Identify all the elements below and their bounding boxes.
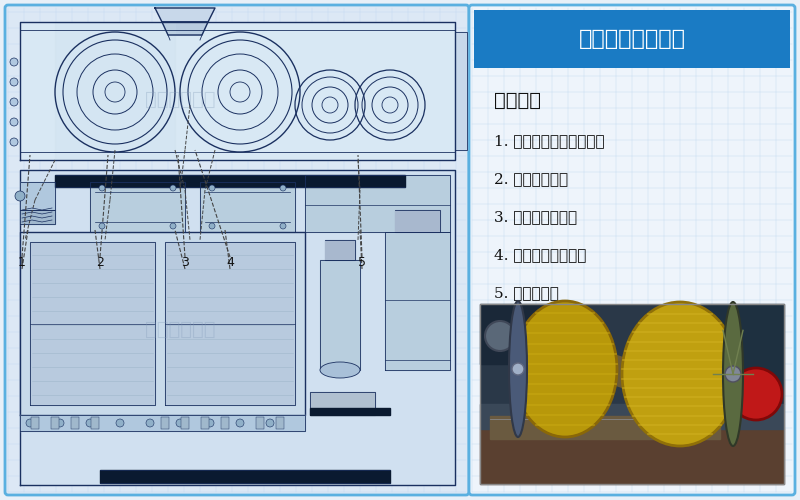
Text: 1. 调节螺栓（调节弹簧）: 1. 调节螺栓（调节弹簧）	[494, 134, 605, 148]
Polygon shape	[490, 416, 720, 439]
Polygon shape	[612, 354, 627, 389]
Circle shape	[280, 223, 286, 229]
Polygon shape	[20, 182, 55, 210]
Text: 皮带对辊机结构图: 皮带对辊机结构图	[578, 28, 686, 50]
Polygon shape	[385, 232, 450, 370]
Circle shape	[10, 138, 18, 146]
Circle shape	[146, 419, 154, 427]
Circle shape	[10, 118, 18, 126]
FancyBboxPatch shape	[5, 5, 469, 495]
Circle shape	[10, 98, 18, 106]
Polygon shape	[20, 170, 455, 485]
Polygon shape	[90, 182, 185, 232]
Polygon shape	[310, 392, 375, 415]
Bar	[31, 417, 39, 429]
Polygon shape	[480, 304, 560, 364]
Polygon shape	[700, 304, 784, 404]
Circle shape	[725, 366, 741, 382]
Text: 1: 1	[18, 256, 26, 270]
Polygon shape	[455, 32, 467, 150]
Ellipse shape	[513, 301, 617, 437]
Ellipse shape	[320, 362, 360, 378]
Polygon shape	[310, 408, 390, 415]
Polygon shape	[480, 429, 784, 484]
Bar	[221, 417, 229, 429]
Bar	[181, 417, 189, 429]
Text: 主要部件: 主要部件	[494, 92, 541, 110]
Circle shape	[10, 58, 18, 66]
Text: 3. 辊皮（易损件）: 3. 辊皮（易损件）	[494, 210, 577, 224]
Circle shape	[512, 363, 524, 375]
Circle shape	[26, 419, 34, 427]
Text: 现代金联机械: 现代金联机械	[145, 91, 215, 109]
Bar	[91, 417, 99, 429]
Polygon shape	[200, 182, 295, 232]
Bar	[256, 417, 264, 429]
Polygon shape	[20, 415, 305, 431]
Circle shape	[209, 185, 215, 191]
Polygon shape	[55, 22, 175, 160]
Bar	[201, 417, 209, 429]
Polygon shape	[30, 242, 155, 405]
Polygon shape	[20, 22, 455, 160]
Circle shape	[280, 185, 286, 191]
Polygon shape	[100, 470, 390, 483]
Ellipse shape	[485, 321, 515, 351]
Circle shape	[86, 419, 94, 427]
Circle shape	[176, 419, 184, 427]
Bar	[480, 304, 784, 484]
Bar	[161, 417, 169, 429]
Bar	[71, 417, 79, 429]
Ellipse shape	[723, 302, 743, 446]
Text: 4: 4	[226, 256, 234, 270]
Circle shape	[99, 185, 105, 191]
Bar	[474, 10, 790, 68]
Text: 3: 3	[181, 256, 189, 270]
Circle shape	[730, 368, 782, 420]
Polygon shape	[320, 260, 360, 370]
Polygon shape	[325, 240, 355, 260]
Text: 5: 5	[358, 256, 366, 270]
Polygon shape	[20, 232, 305, 415]
Circle shape	[266, 419, 274, 427]
Circle shape	[99, 223, 105, 229]
Text: 5. 电机减速机: 5. 电机减速机	[494, 286, 559, 300]
Polygon shape	[155, 8, 215, 22]
Circle shape	[170, 185, 176, 191]
Ellipse shape	[622, 302, 738, 446]
Circle shape	[56, 419, 64, 427]
Circle shape	[15, 191, 25, 201]
Circle shape	[116, 419, 124, 427]
Circle shape	[236, 419, 244, 427]
Polygon shape	[162, 22, 208, 35]
Polygon shape	[395, 210, 440, 232]
Polygon shape	[480, 404, 784, 429]
Polygon shape	[55, 175, 405, 187]
Circle shape	[209, 223, 215, 229]
Text: 4. 制板（处理湿料）: 4. 制板（处理湿料）	[494, 248, 586, 262]
Polygon shape	[20, 210, 55, 224]
Text: 2: 2	[96, 256, 104, 270]
Circle shape	[10, 78, 18, 86]
Ellipse shape	[509, 301, 527, 437]
Polygon shape	[305, 175, 450, 232]
Bar	[51, 417, 59, 429]
Bar	[276, 417, 284, 429]
Circle shape	[206, 419, 214, 427]
Text: 现代金联机械: 现代金联机械	[145, 321, 215, 339]
Polygon shape	[165, 242, 295, 405]
Circle shape	[170, 223, 176, 229]
Text: 2. 弹簧（压力）: 2. 弹簧（压力）	[494, 172, 568, 186]
Bar	[480, 304, 784, 484]
FancyBboxPatch shape	[469, 5, 795, 495]
